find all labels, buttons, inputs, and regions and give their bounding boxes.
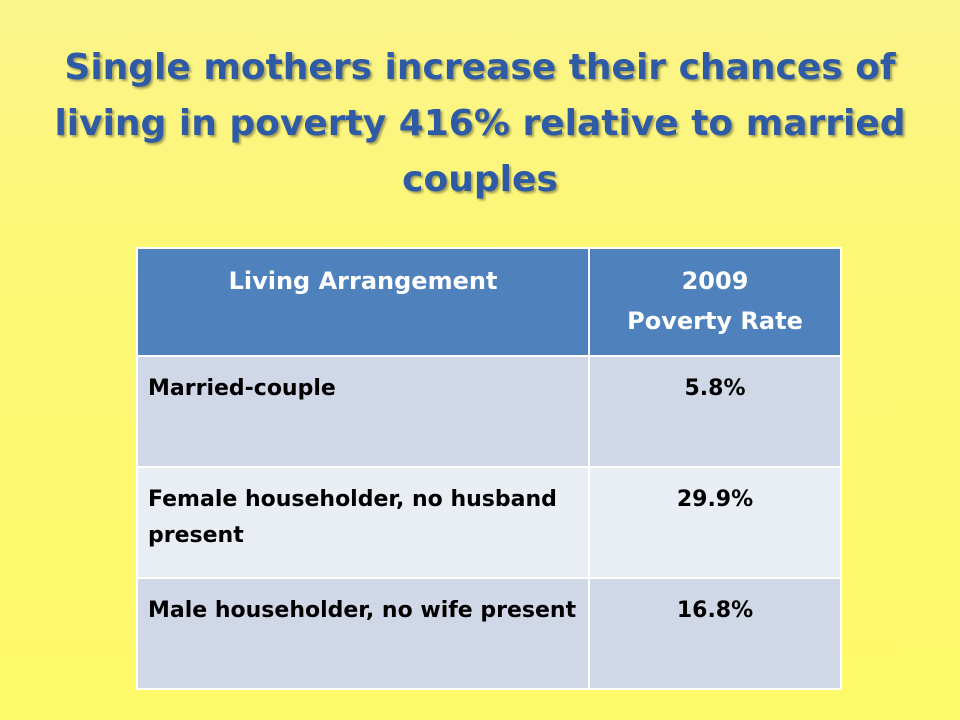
row-arrangement: Female householder, no husband present: [136, 466, 590, 579]
slide-title: Single mothers increase their chances of…: [54, 47, 906, 200]
table-row: Male householder, no wife present 16.8%: [136, 577, 842, 690]
row-poverty-rate: 29.9%: [588, 466, 842, 579]
header-living-arrangement: Living Arrangement: [136, 247, 590, 357]
header-poverty-rate: 2009 Poverty Rate: [588, 247, 842, 357]
poverty-rate-table-container: Living Arrangement 2009 Poverty Rate Mar…: [136, 247, 842, 690]
row-poverty-rate: 5.8%: [588, 355, 842, 468]
table-header-row: Living Arrangement 2009 Poverty Rate: [136, 247, 842, 357]
header-year: 2009: [681, 267, 749, 295]
row-poverty-rate: 16.8%: [588, 577, 842, 690]
header-rate-label: Poverty Rate: [627, 307, 803, 335]
table-row: Married-couple 5.8%: [136, 355, 842, 468]
poverty-rate-table: Living Arrangement 2009 Poverty Rate Mar…: [136, 247, 842, 690]
row-arrangement: Married-couple: [136, 355, 590, 468]
table-row: Female householder, no husband present 2…: [136, 466, 842, 579]
row-arrangement: Male householder, no wife present: [136, 577, 590, 690]
